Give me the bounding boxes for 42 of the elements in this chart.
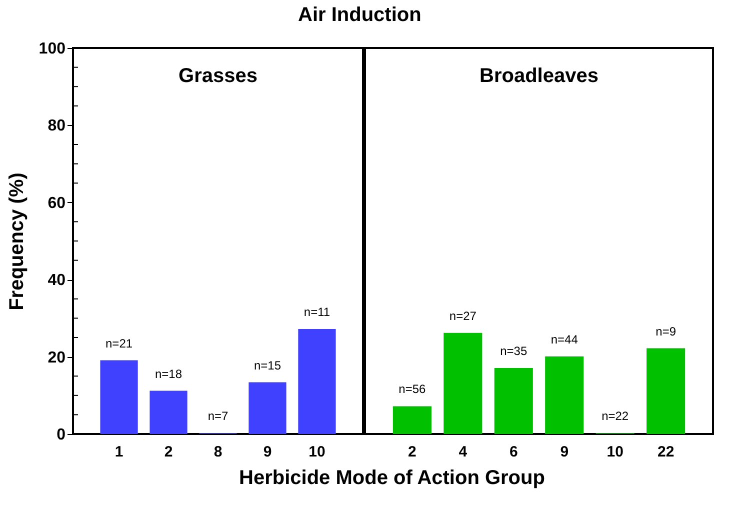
y-tick-label: 40: [48, 272, 66, 290]
bar: [646, 348, 686, 434]
y-tick-label: 100: [38, 40, 66, 58]
annotation: n=27: [449, 308, 477, 323]
x-tick-label: 10: [606, 444, 624, 460]
y-tick-label: 80: [48, 118, 66, 135]
x-tick-label: 6: [509, 444, 518, 460]
x-tick-label: 9: [560, 444, 569, 460]
annotation: n=44: [550, 332, 578, 346]
text: Broadleaves: [480, 65, 598, 87]
chart-title: Air Induction: [298, 4, 422, 26]
bar: [298, 329, 336, 434]
text: Grasses: [178, 65, 258, 87]
x-axis-title: Herbicide Mode of Action Group: [239, 467, 545, 489]
bar: [392, 406, 432, 434]
y-tick-label: 60: [48, 194, 66, 212]
x-tick-label: 2: [408, 444, 416, 460]
annotation: n=15: [254, 358, 282, 372]
y-tick-label: 0: [56, 426, 66, 444]
annotation: n=18: [154, 366, 182, 381]
x-tick-label: 2: [164, 444, 173, 460]
bar: [444, 332, 482, 434]
x-tick-label: 10: [308, 444, 326, 460]
annotation: n=22: [602, 409, 629, 424]
y-axis-title: Frequency (%): [6, 172, 28, 310]
x-tick-label: 8: [214, 444, 222, 460]
annotation: n=11: [304, 305, 330, 320]
bar: [494, 368, 533, 434]
x-tick-label: 1: [114, 444, 124, 460]
annotation: n=21: [106, 336, 133, 350]
bar: [545, 356, 584, 434]
bar: [248, 382, 286, 434]
x-tick-label: 22: [657, 444, 674, 460]
bar: [150, 390, 188, 434]
annotation: n=35: [500, 344, 528, 358]
bar: [100, 360, 138, 434]
annotation: n=9: [656, 324, 676, 338]
x-tick-label: 9: [263, 444, 272, 460]
x-tick-label: 4: [458, 444, 468, 460]
annotation: n=7: [208, 409, 228, 424]
annotation: n=56: [398, 382, 426, 396]
y-tick-label: 20: [48, 349, 66, 366]
